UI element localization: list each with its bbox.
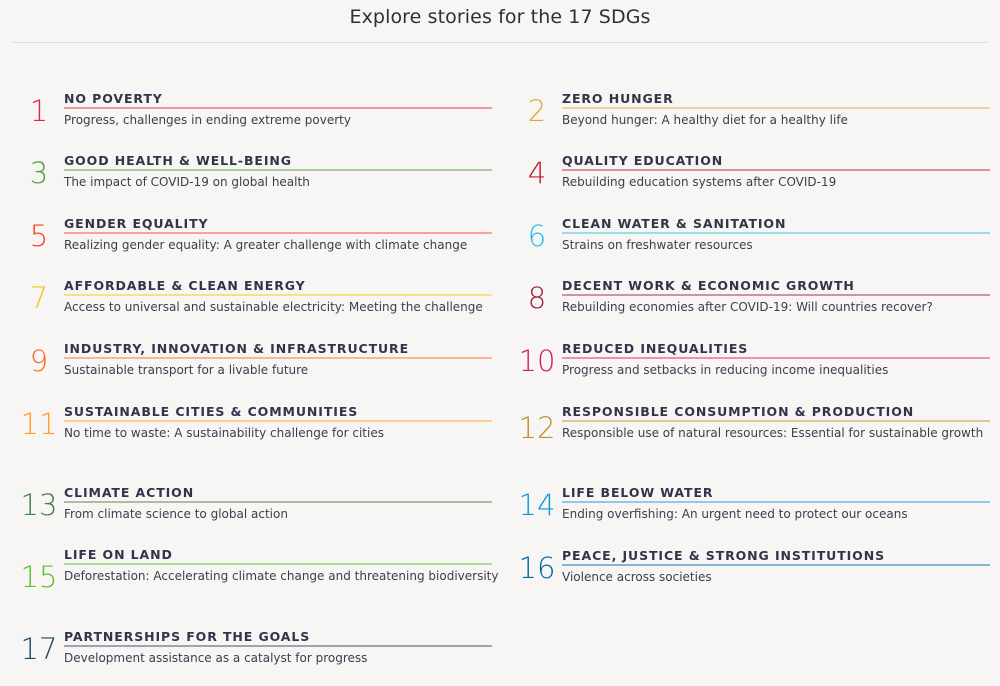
goal-number: 1 [29, 94, 49, 128]
goal-number: 5 [29, 219, 49, 253]
goal-item-4[interactable]: 4 QUALITY EDUCATION Rebuilding education s… [528, 153, 992, 203]
goal-title[interactable]: GOOD HEALTH & WELL-BEING [64, 153, 292, 168]
goal-item-14[interactable]: 14 LIFE BELOW WATER Ending overfishing: An… [519, 485, 992, 535]
goal-item-3[interactable]: 3 GOOD HEALTH & WELL-BEING The impact of C… [30, 153, 494, 203]
goal-story-link[interactable]: Progress and setbacks in reducing income… [562, 363, 889, 377]
goal-underline [562, 420, 990, 422]
goal-underline [64, 645, 492, 647]
goal-item-9[interactable]: 9 INDUSTRY, INNOVATION & INFRASTRUCTURE Su… [30, 341, 494, 391]
goal-title[interactable]: RESPONSIBLE CONSUMPTION & PRODUCTION [562, 404, 915, 419]
goal-number: 17 [20, 632, 58, 666]
goal-title[interactable]: PEACE, JUSTICE & STRONG INSTITUTIONS [562, 548, 885, 563]
goal-item-16[interactable]: 16 PEACE, JUSTICE & STRONG INSTITUTIONS Vi… [519, 548, 992, 598]
goal-number: 13 [20, 488, 58, 522]
goal-item-13[interactable]: 13 CLIMATE ACTION From climate science to … [21, 485, 494, 535]
goal-title[interactable]: CLEAN WATER & SANITATION [562, 216, 787, 231]
goal-title[interactable]: AFFORDABLE & CLEAN ENERGY [64, 278, 306, 293]
goal-item-8[interactable]: 8 DECENT WORK & ECONOMIC GROWTH Rebuilding… [528, 278, 992, 328]
goal-story-link[interactable]: Progress, challenges in ending extreme p… [64, 113, 351, 127]
goal-underline [64, 232, 492, 234]
goal-number: 11 [20, 407, 58, 441]
goal-number: 3 [29, 156, 49, 190]
goal-underline [562, 564, 990, 566]
goal-title[interactable]: CLIMATE ACTION [64, 485, 195, 500]
goal-story-link[interactable]: Sustainable transport for a livable futu… [64, 363, 309, 377]
goal-number: 9 [29, 344, 49, 378]
goal-underline [64, 107, 492, 109]
goal-underline [64, 169, 492, 171]
goal-title[interactable]: REDUCED INEQUALITIES [562, 341, 749, 356]
goal-story-link[interactable]: Development assistance as a catalyst for… [64, 651, 368, 665]
goal-number: 8 [527, 281, 547, 315]
goal-title[interactable]: INDUSTRY, INNOVATION & INFRASTRUCTURE [64, 341, 410, 356]
goal-item-5[interactable]: 5 GENDER EQUALITY Realizing gender equalit… [30, 216, 494, 266]
goal-item-11[interactable]: 11 SUSTAINABLE CITIES & COMMUNITIES No tim… [21, 404, 494, 454]
goal-underline [562, 169, 990, 171]
goal-title[interactable]: LIFE BELOW WATER [562, 485, 714, 500]
goal-title[interactable]: PARTNERSHIPS FOR THE GOALS [64, 629, 311, 644]
goal-underline [64, 420, 492, 422]
goal-story-link[interactable]: Rebuilding education systems after COVID… [562, 175, 837, 189]
goal-story-link[interactable]: The impact of COVID-19 on global health [64, 175, 310, 189]
goal-story-link[interactable]: Strains on freshwater resources [562, 238, 753, 252]
goal-story-link[interactable]: Ending overfishing: An urgent need to pr… [562, 507, 908, 521]
goal-underline [64, 563, 492, 565]
header-divider [12, 42, 988, 43]
goal-story-link[interactable]: Realizing gender equality: A greater cha… [64, 238, 468, 252]
goal-number: 6 [527, 219, 547, 253]
goal-item-10[interactable]: 10 REDUCED INEQUALITIES Progress and setba… [519, 341, 992, 391]
goal-item-15[interactable]: 15 LIFE ON LAND Deforestation: Acceleratin… [21, 547, 499, 597]
goal-item-1[interactable]: 1 NO POVERTY Progress, challenges in endin… [30, 91, 494, 141]
goal-story-link[interactable]: Access to universal and sustainable elec… [64, 300, 483, 314]
goal-underline [64, 294, 492, 296]
goal-story-link[interactable]: Beyond hunger: A healthy diet for a heal… [562, 113, 848, 127]
page-title: Explore stories for the 17 SDGs [349, 6, 651, 28]
goal-story-link[interactable]: Deforestation: Accelerating climate chan… [64, 569, 499, 583]
goal-story-link[interactable]: Violence across societies [562, 570, 712, 584]
goal-item-2[interactable]: 2 ZERO HUNGER Beyond hunger: A healthy die… [528, 91, 992, 141]
goal-underline [562, 232, 990, 234]
goal-number: 2 [527, 94, 547, 128]
goal-underline [562, 294, 990, 296]
goal-number: 15 [20, 560, 58, 594]
goal-item-17[interactable]: 17 PARTNERSHIPS FOR THE GOALS Development … [21, 629, 494, 679]
goal-underline [562, 357, 990, 359]
goal-number: 7 [29, 281, 49, 315]
goal-item-7[interactable]: 7 AFFORDABLE & CLEAN ENERGY Access to univ… [30, 278, 494, 328]
goal-title[interactable]: SUSTAINABLE CITIES & COMMUNITIES [64, 404, 359, 419]
goal-title[interactable]: DECENT WORK & ECONOMIC GROWTH [562, 278, 855, 293]
goal-number: 10 [518, 344, 556, 378]
goal-title[interactable]: GENDER EQUALITY [64, 216, 209, 231]
goal-underline [562, 501, 990, 503]
goal-title[interactable]: QUALITY EDUCATION [562, 153, 724, 168]
goal-story-link[interactable]: From climate science to global action [64, 507, 288, 521]
goal-number: 12 [518, 411, 556, 445]
goal-title[interactable]: ZERO HUNGER [562, 91, 674, 106]
goal-item-6[interactable]: 6 CLEAN WATER & SANITATION Strains on fres… [528, 216, 992, 266]
goal-underline [562, 107, 990, 109]
goal-story-link[interactable]: Rebuilding economies after COVID-19: Wil… [562, 300, 933, 314]
goal-number: 16 [518, 551, 556, 585]
goal-title[interactable]: LIFE ON LAND [64, 547, 173, 562]
goal-item-12[interactable]: 12 RESPONSIBLE CONSUMPTION & PRODUCTION Re… [519, 404, 992, 454]
goal-number: 14 [518, 488, 556, 522]
goal-underline [64, 501, 492, 503]
goal-story-link[interactable]: Responsible use of natural resources: Es… [562, 426, 984, 440]
goal-number: 4 [527, 156, 547, 190]
goal-title[interactable]: NO POVERTY [64, 91, 163, 106]
goal-underline [64, 357, 492, 359]
goal-story-link[interactable]: No time to waste: A sustainability chall… [64, 426, 384, 440]
